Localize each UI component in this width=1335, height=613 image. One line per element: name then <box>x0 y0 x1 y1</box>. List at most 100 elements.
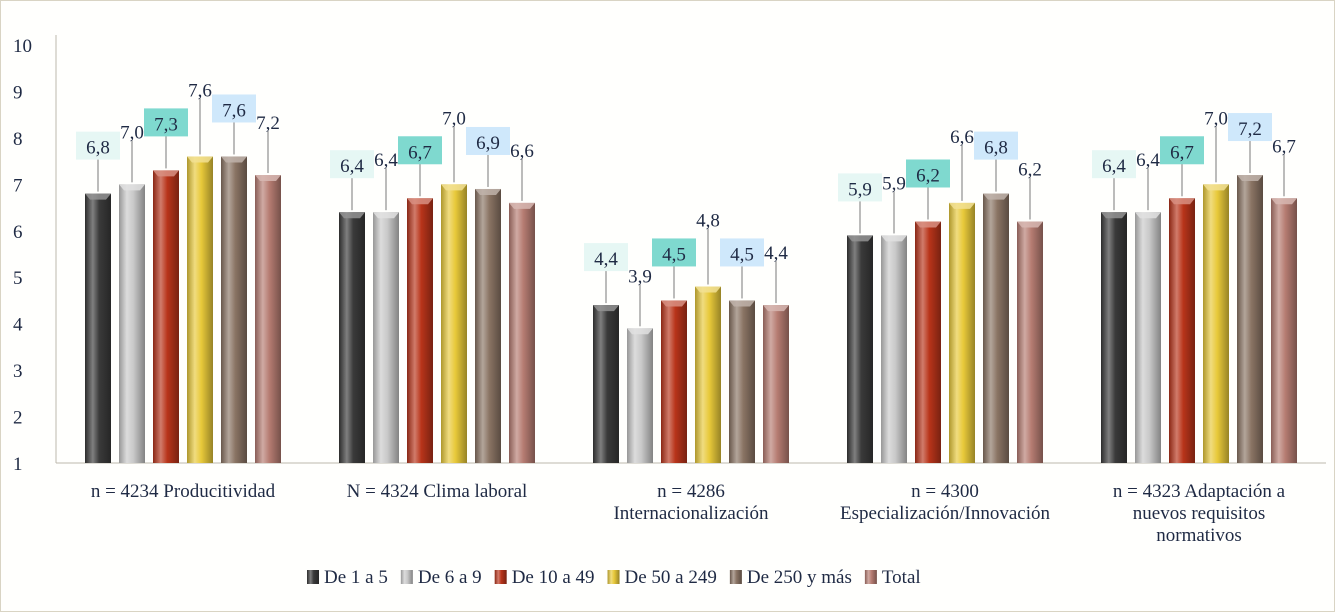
bar <box>509 202 535 463</box>
bar <box>153 170 179 463</box>
bar <box>339 212 365 463</box>
bar-cap <box>1203 184 1229 191</box>
data-label: 6,4 <box>1136 150 1160 171</box>
legend-label: De 1 a 5 <box>324 567 388 588</box>
bar <box>763 305 789 463</box>
bar-cap <box>373 212 399 219</box>
data-label: 5,9 <box>882 173 906 194</box>
bar-cap <box>119 184 145 191</box>
bar-cap <box>153 170 179 177</box>
data-label: 5,9 <box>848 179 872 200</box>
bar-cap <box>1101 212 1127 219</box>
data-label-box <box>906 159 950 188</box>
data-label: 4,5 <box>730 244 754 265</box>
bar <box>407 198 433 463</box>
y-tick-label: 8 <box>13 129 23 150</box>
bar <box>627 328 653 463</box>
bar <box>1101 212 1127 463</box>
bar-cap <box>627 328 653 335</box>
bar-cap <box>339 212 365 219</box>
bar-cap <box>661 300 687 307</box>
bar-cap <box>441 184 467 191</box>
bar-cap <box>593 305 619 312</box>
data-label-box <box>652 238 696 267</box>
data-label-box <box>1160 136 1204 165</box>
data-label-box <box>330 150 374 179</box>
bar <box>187 156 213 463</box>
y-tick-label: 6 <box>13 222 23 243</box>
bar-cap <box>915 221 941 228</box>
data-label: 7,6 <box>222 100 246 121</box>
bar <box>1271 198 1297 463</box>
data-label: 7,6 <box>188 80 212 101</box>
bar <box>441 184 467 464</box>
data-label-box <box>584 243 628 272</box>
data-label: 6,4 <box>374 150 398 171</box>
bar-cap <box>475 188 501 195</box>
y-tick-label: 4 <box>13 315 23 336</box>
bar-cap <box>407 198 433 205</box>
data-label: 7,2 <box>256 113 280 134</box>
bar-cap <box>1237 175 1263 182</box>
bar <box>475 188 501 463</box>
bar-cap <box>695 286 721 293</box>
bar <box>255 175 281 464</box>
bar <box>1169 198 1195 463</box>
y-tick-label: 9 <box>13 82 23 103</box>
bar-cap <box>1271 198 1297 205</box>
bar-cap <box>1169 198 1195 205</box>
bar <box>1203 184 1229 464</box>
data-label-box <box>76 131 120 160</box>
data-label: 4,4 <box>594 249 618 270</box>
data-label: 6,9 <box>476 133 500 154</box>
legend-label: Total <box>882 567 921 588</box>
data-label: 7,0 <box>1204 108 1228 129</box>
category-label: N = 4324 Clima laboral <box>347 481 528 502</box>
bar <box>119 184 145 464</box>
category-label: nuevos requisitos <box>1133 503 1265 524</box>
bar <box>881 235 907 463</box>
bar <box>85 193 111 463</box>
data-label-box <box>212 94 256 123</box>
data-label-box <box>838 173 882 202</box>
legend-label: De 50 a 249 <box>625 567 717 588</box>
bar-cap <box>255 175 281 182</box>
category-label: n = 4234 Producitividad <box>91 481 276 502</box>
legend-swatch <box>864 570 877 584</box>
y-tick-label: 3 <box>13 361 23 382</box>
bar <box>949 202 975 463</box>
data-label-box <box>1092 150 1136 179</box>
bar-cap <box>1017 221 1043 228</box>
bar <box>221 156 247 463</box>
bar-cap <box>763 305 789 312</box>
data-label-box <box>974 131 1018 160</box>
legend-swatch <box>307 570 319 584</box>
data-label-box <box>398 136 442 165</box>
category-label: n = 4323 Adaptación a <box>1113 481 1286 502</box>
data-label: 6,4 <box>1102 156 1126 177</box>
data-label-box <box>144 108 188 137</box>
data-label-box <box>720 238 764 267</box>
bar-cap <box>1135 212 1161 219</box>
bar <box>729 300 755 463</box>
data-label: 7,0 <box>442 108 466 129</box>
data-label: 4,5 <box>662 244 686 265</box>
legend-swatch <box>494 570 507 584</box>
data-label: 6,7 <box>1170 142 1194 163</box>
bar <box>1135 212 1161 463</box>
y-tick-label: 1 <box>13 454 23 475</box>
bar-cap <box>949 202 975 209</box>
legend-label: De 250 y más <box>747 567 852 588</box>
bar <box>593 305 619 463</box>
bar <box>915 221 941 463</box>
bar-cap <box>509 202 535 209</box>
data-label-box <box>1228 113 1272 142</box>
data-label: 6,7 <box>1272 136 1296 157</box>
bar <box>661 300 687 463</box>
data-label: 4,8 <box>696 211 720 232</box>
bar-cap <box>85 193 111 200</box>
data-label: 6,2 <box>916 165 940 186</box>
data-label: 6,7 <box>408 142 432 163</box>
bar <box>1237 175 1263 464</box>
